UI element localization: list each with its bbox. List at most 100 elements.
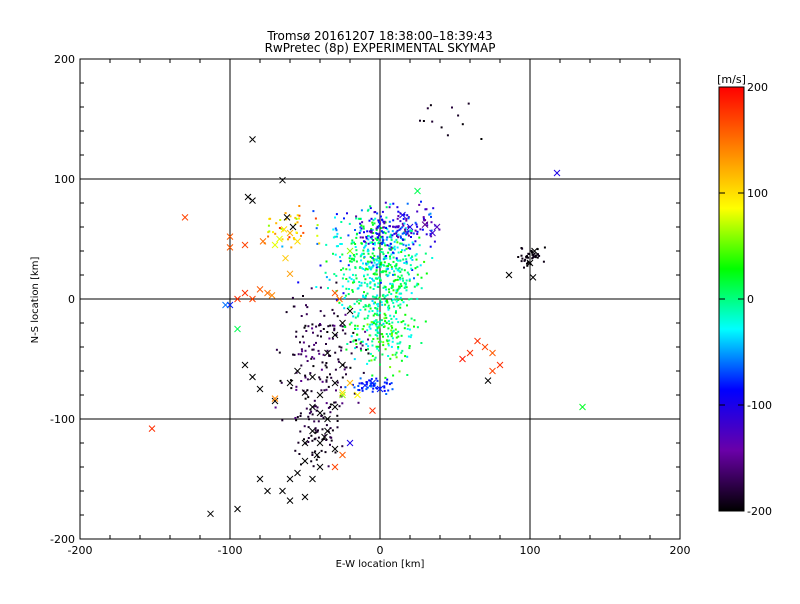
data-point-dot (295, 330, 298, 333)
data-point-x (283, 214, 291, 221)
data-point-dot (352, 273, 354, 276)
data-point-dot (430, 235, 433, 238)
data-point-dot (334, 227, 337, 230)
data-point-dot (319, 324, 322, 326)
data-point-dot (372, 302, 375, 305)
data-point-dot (523, 259, 526, 262)
data-point-dot (359, 377, 362, 380)
data-point-x (301, 457, 309, 465)
data-point-x-stroke (222, 301, 229, 309)
data-point-dot (335, 235, 338, 238)
data-point-dot (368, 325, 371, 328)
data-point-dot (379, 265, 382, 268)
data-point-x-stroke (301, 493, 309, 501)
data-point-x (207, 510, 214, 518)
data-point-dot (316, 334, 319, 337)
data-point-dot (392, 301, 395, 304)
grid-lines (80, 59, 680, 539)
data-point-dot (396, 342, 399, 345)
data-point-dot (387, 344, 390, 347)
data-point-dot (399, 220, 402, 223)
data-point-x (256, 286, 264, 293)
data-point-x-stroke (148, 425, 156, 432)
data-point-dot (311, 454, 314, 456)
data-point-dot (381, 251, 384, 254)
data-point-dot (373, 243, 376, 246)
data-point-dot (375, 228, 378, 231)
data-point-dot (340, 221, 343, 223)
data-point-dot (297, 441, 300, 444)
data-point-dot (374, 382, 377, 385)
data-point-dot (381, 353, 384, 356)
data-point-x (414, 187, 421, 195)
data-point-dot (366, 381, 368, 384)
data-point-dot (381, 243, 383, 246)
data-point-dot (375, 259, 378, 262)
data-point-dot (339, 243, 342, 245)
data-point-dot (317, 436, 320, 439)
data-point-dot (367, 238, 370, 241)
data-point-x-stroke (481, 343, 489, 351)
data-point-dot (355, 277, 358, 280)
data-point-dot (457, 114, 460, 117)
data-point-dot (400, 334, 403, 337)
data-point-dot (375, 319, 378, 322)
data-point-dot (365, 348, 368, 351)
data-point-dot (403, 213, 406, 216)
data-point-x-stroke (346, 307, 354, 315)
data-point-dot (341, 402, 344, 405)
data-point-dot (379, 279, 382, 282)
data-point-dot (407, 230, 410, 233)
data-point-dot (353, 386, 356, 389)
data-point-dot (543, 246, 546, 249)
data-point-dot (373, 241, 376, 244)
data-point-dot (334, 216, 336, 219)
data-point-dot (328, 337, 331, 340)
data-point-dot (348, 288, 350, 290)
data-point-dot (440, 126, 443, 129)
data-point-dot (378, 232, 381, 235)
data-point-x (339, 389, 346, 396)
y-axis-label: N-S location [km] (30, 257, 41, 344)
data-point-dot (304, 324, 307, 327)
data-point-dot (406, 214, 409, 217)
data-point-dot (397, 321, 400, 324)
data-point-dot (352, 340, 355, 343)
data-point-dot (298, 453, 301, 455)
data-point-dot (425, 233, 428, 236)
data-point-dot (315, 409, 318, 412)
data-point-dot (377, 221, 380, 224)
data-point-dot (370, 217, 373, 220)
data-point-dot (339, 260, 342, 263)
data-point-dot (532, 255, 535, 258)
data-point-dot (480, 138, 483, 140)
data-point-dot (388, 291, 391, 294)
colorbar: [m/s]200 100 0 -100 -200 (717, 73, 772, 518)
data-point-dot (375, 377, 378, 380)
data-point-dot (395, 291, 398, 294)
data-point-dot (380, 271, 383, 273)
data-point-dot (343, 325, 346, 328)
data-point-x (339, 319, 346, 327)
data-point-dot (391, 340, 394, 343)
data-point-dot (391, 267, 394, 270)
data-point-dot (325, 380, 328, 383)
data-point-dot (390, 246, 393, 249)
data-point-dot (340, 243, 343, 245)
data-point-dot (370, 321, 373, 324)
data-point-dot (337, 360, 340, 363)
data-point-dot (378, 324, 381, 327)
data-point-dot (366, 329, 369, 332)
data-point-x (316, 439, 324, 447)
data-point-dot (299, 341, 301, 344)
data-point-dot (354, 267, 357, 269)
data-point-dot (304, 397, 307, 400)
data-point-dot (369, 205, 372, 208)
data-point-dot (314, 429, 317, 432)
data-point-dot (369, 260, 372, 263)
data-point-dot (369, 255, 372, 258)
data-point-dot (373, 273, 376, 276)
data-point-dot (362, 294, 365, 297)
data-point-dot (397, 330, 400, 333)
data-point-dot (387, 342, 390, 345)
